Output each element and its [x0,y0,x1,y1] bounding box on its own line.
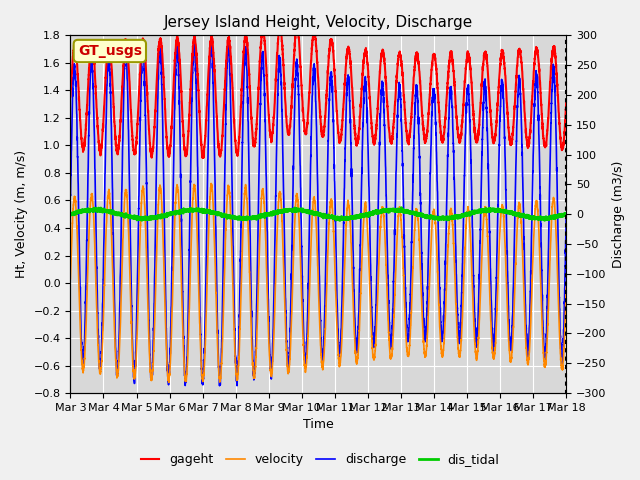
Text: GT_usgs: GT_usgs [78,44,142,58]
discharge [402,300,410,306]
velocity [207,180,215,186]
gageht [429,53,437,59]
dis_tidal [336,217,344,223]
velocity [458,338,465,344]
velocity [156,184,163,190]
discharge [429,89,437,95]
discharge [67,192,74,198]
velocity [300,348,307,354]
dis_tidal [402,209,410,215]
discharge [563,214,570,219]
velocity [562,300,570,305]
gageht [156,39,163,45]
Line: velocity: velocity [70,183,566,383]
gageht [276,23,284,29]
dis_tidal [397,205,405,211]
dis_tidal [562,212,570,218]
velocity [402,328,410,334]
velocity [563,284,570,290]
dis_tidal [458,212,465,218]
velocity [429,210,437,216]
velocity [67,276,74,282]
discharge [458,303,465,309]
Line: gageht: gageht [70,26,566,158]
gageht [563,99,570,105]
gageht [198,155,206,161]
Line: dis_tidal: dis_tidal [70,208,566,220]
discharge [562,238,570,244]
Y-axis label: Discharge (m3/s): Discharge (m3/s) [612,160,625,268]
gageht [67,94,74,99]
Y-axis label: Ht, Velocity (m, m/s): Ht, Velocity (m, m/s) [15,150,28,278]
dis_tidal [67,211,74,216]
gageht [402,120,410,126]
X-axis label: Time: Time [303,419,333,432]
gageht [300,118,307,123]
gageht [562,106,570,112]
dis_tidal [429,214,437,220]
discharge [216,383,223,389]
Title: Jersey Island Height, Velocity, Discharge: Jersey Island Height, Velocity, Discharg… [164,15,473,30]
dis_tidal [156,213,163,219]
dis_tidal [563,212,570,217]
Legend: gageht, velocity, discharge, dis_tidal: gageht, velocity, discharge, dis_tidal [136,448,504,471]
discharge [156,42,163,48]
velocity [165,380,173,385]
Line: discharge: discharge [70,40,566,386]
discharge [173,37,180,43]
gageht [458,133,465,139]
dis_tidal [300,208,307,214]
discharge [300,330,307,336]
